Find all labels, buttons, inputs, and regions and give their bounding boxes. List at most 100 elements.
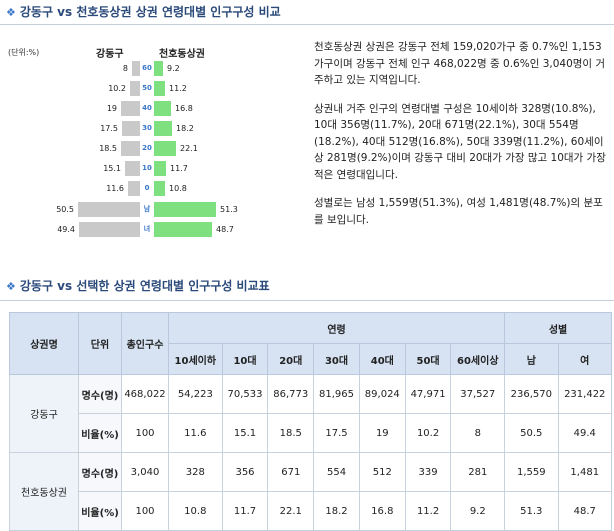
- table-row: 비율(%) 100 11.6 15.1 18.5 17.5 19 10.2 8 50.5 49.4: [10, 413, 612, 453]
- metric-cell: 비율(%): [78, 413, 122, 453]
- value-cell: 468,022: [121, 374, 169, 414]
- value-cell: 231,422: [557, 374, 612, 414]
- pyramid-bar-right: [154, 222, 212, 237]
- value-cell: 11.2: [404, 491, 452, 531]
- value-cell: 89,024: [358, 374, 406, 414]
- header-gender-col: 여: [557, 343, 612, 375]
- value-cell: 48.7: [557, 491, 612, 531]
- value-cell: 86,773: [267, 374, 315, 414]
- pyramid-value-left: 10.2: [108, 84, 126, 93]
- pyramid-value-left: 50.5: [56, 205, 74, 214]
- pyramid-bar-left: [132, 61, 140, 76]
- pyramid-center-label: 0: [140, 181, 154, 196]
- value-cell: 15.1: [221, 413, 269, 453]
- pyramid-bar-right: [154, 81, 165, 96]
- value-cell: 554: [313, 452, 360, 492]
- value-cell: 17.5: [313, 413, 360, 453]
- header-age-col: 30대: [313, 343, 360, 375]
- value-cell: 328: [168, 452, 223, 492]
- header-area: 상권명: [9, 312, 79, 375]
- header-gender-col: 남: [504, 343, 559, 375]
- diamond-bullet-icon: ❖: [6, 280, 16, 293]
- value-cell: 671: [267, 452, 315, 492]
- value-cell: 37,527: [450, 374, 506, 414]
- divider: [0, 24, 614, 25]
- diamond-bullet-icon: ❖: [6, 6, 16, 19]
- value-cell: 356: [221, 452, 269, 492]
- value-cell: 54,223: [168, 374, 223, 414]
- value-cell: 47,971: [404, 374, 452, 414]
- divider: [0, 300, 614, 301]
- pyramid-value-right: 51.3: [220, 205, 238, 214]
- value-cell: 11.7: [221, 491, 269, 531]
- pyramid-bar-right: [154, 161, 166, 176]
- value-cell: 3,040: [121, 452, 169, 492]
- pyramid-bar-right: [154, 181, 165, 196]
- table-row: 비율(%) 100 10.8 11.7 22.1 18.2 16.8 11.2 9.2 51.3 4…: [10, 491, 612, 531]
- description-paragraph-3: 성별로는 남성 1,559명(51.3%), 여성 1,481명(48.7%)의…: [314, 197, 603, 226]
- area-name-cell: 강동구: [9, 374, 79, 453]
- pyramid-bar-left: [121, 101, 140, 116]
- section-title-text: 강동구 vs 천호동상권 상권 연령대별 인구구성 비교: [19, 5, 281, 19]
- header-gender-group: 성별: [504, 312, 612, 344]
- pyramid-center-label: 60: [140, 61, 154, 76]
- pyramid-value-left: 8: [122, 64, 128, 73]
- pyramid-bar-left: [130, 81, 140, 96]
- pyramid-bar-left: [78, 202, 140, 217]
- pyramid-value-left: 19: [106, 104, 117, 113]
- header-age-col: 60세이상: [450, 343, 506, 375]
- pyramid-value-right: 18.2: [176, 124, 194, 133]
- pyramid-center-label: 10: [140, 161, 154, 176]
- section-title-text: 강동구 vs 선택한 상권 연령대별 인구구성 비교표: [19, 279, 270, 293]
- pyramid-bar-right: [154, 61, 163, 76]
- section-title-table: ❖ 강동구 vs 선택한 상권 연령대별 인구구성 비교표: [6, 277, 270, 294]
- description-paragraph-1: 천호동상권 상권은 강동구 전체 159,020가구 중 0.7%인 1,153…: [314, 41, 606, 86]
- value-cell: 236,570: [504, 374, 559, 414]
- pyramid-value-left: 11.6: [106, 184, 124, 193]
- header-age-col: 40대: [358, 343, 406, 375]
- value-cell: 10.8: [168, 491, 223, 531]
- header-unit: 단위: [78, 312, 122, 375]
- value-cell: 18.5: [267, 413, 315, 453]
- table-row: 강동구 명수(명) 468,022 54,223 70,533 86,773 81,965 8…: [9, 374, 612, 453]
- header-age-col: 50대: [404, 343, 452, 375]
- pyramid-center-label: 남: [140, 202, 154, 217]
- pyramid-value-left: 49.4: [57, 225, 75, 234]
- metric-cell: 명수(명): [78, 452, 122, 492]
- area-name-cell: 천호동상권: [9, 452, 79, 531]
- description-paragraph-2: 상권내 거주 인구의 연령대별 구성은 10세이하 328명(10.8%), 1…: [314, 102, 606, 181]
- pyramid-center-label: 녀: [140, 222, 154, 237]
- value-cell: 9.2: [450, 491, 506, 531]
- header-total: 총인구수: [121, 312, 169, 375]
- value-cell: 11.6: [168, 413, 223, 453]
- value-cell: 18.2: [313, 491, 360, 531]
- value-cell: 1,559: [504, 452, 559, 492]
- value-cell: 70,533: [221, 374, 269, 414]
- pyramid-value-right: 48.7: [216, 225, 234, 234]
- value-cell: 339: [404, 452, 452, 492]
- value-cell: 51.3: [504, 491, 559, 531]
- value-cell: 8: [450, 413, 506, 453]
- header-age-col: 10세이하: [168, 343, 223, 375]
- value-cell: 512: [358, 452, 406, 492]
- pyramid-value-left: 15.1: [103, 164, 121, 173]
- pyramid-value-right: 11.2: [169, 84, 187, 93]
- pyramid-value-right: 11.7: [170, 164, 188, 173]
- table-row: 천호동상권 명수(명) 3,040 328 356 671 554 512 339 281 1,55…: [9, 452, 612, 531]
- header-age-group: 연령: [167, 312, 506, 344]
- metric-cell: 명수(명): [78, 374, 122, 414]
- pyramid-value-right: 16.8: [175, 104, 193, 113]
- value-cell: 81,965: [313, 374, 360, 414]
- header-age-col: 10대: [221, 343, 269, 375]
- pyramid-center-label: 40: [140, 101, 154, 116]
- value-cell: 16.8: [358, 491, 406, 531]
- right-header: 천호동상권: [159, 49, 205, 60]
- header-age-col: 20대: [267, 343, 315, 375]
- pyramid-value-right: 22.1: [180, 144, 198, 153]
- unit-label: (단위:%): [8, 48, 40, 57]
- value-cell: 49.4: [557, 413, 612, 453]
- pyramid-value-right: 9.2: [167, 64, 180, 73]
- value-cell: 100: [121, 413, 169, 453]
- pyramid-bar-left: [121, 141, 140, 156]
- value-cell: 50.5: [504, 413, 559, 453]
